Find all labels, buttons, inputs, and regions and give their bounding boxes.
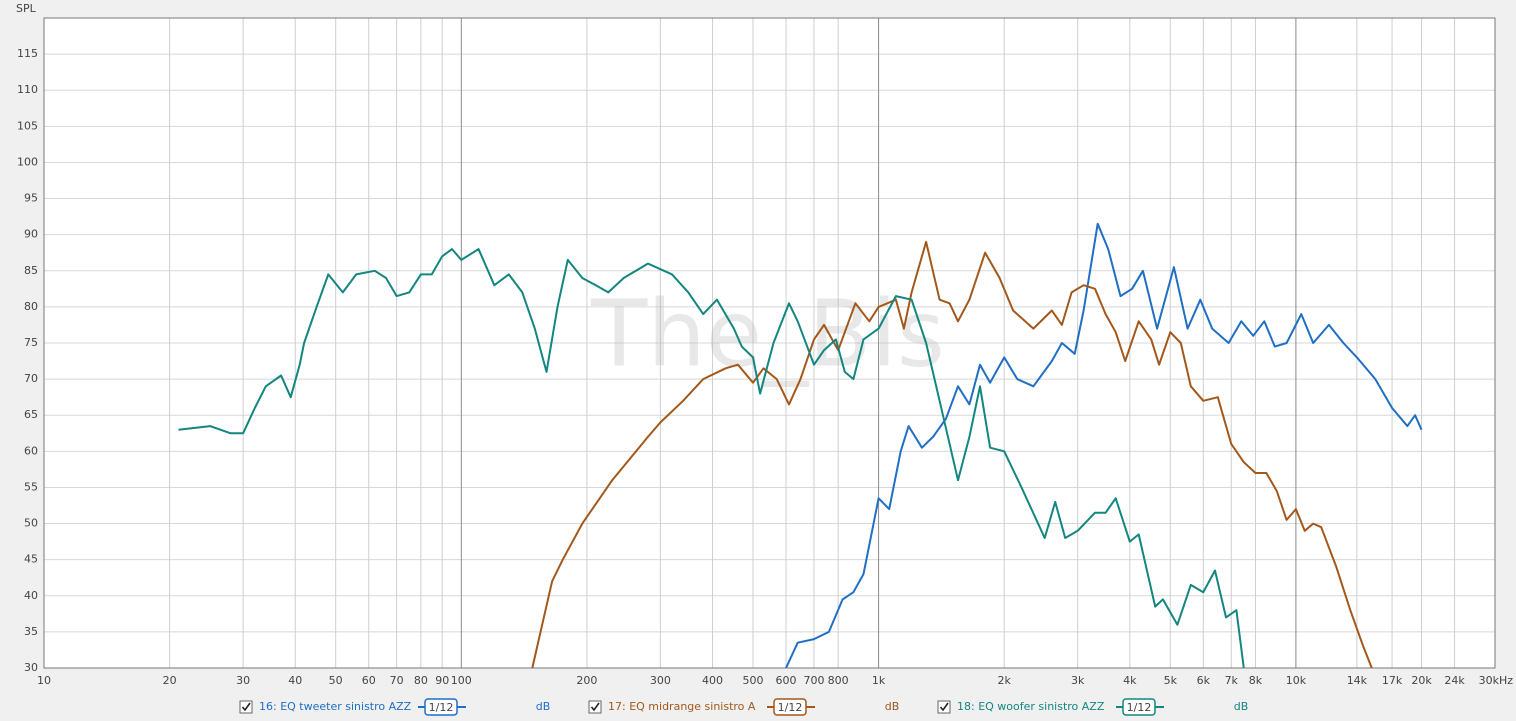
x-tick-label: 7k — [1225, 674, 1239, 687]
legend-smoothing: 1/12 — [429, 701, 454, 714]
legend-smoothing-box — [424, 698, 458, 716]
x-tick-label: 20 — [163, 674, 177, 687]
y-tick-label: 40 — [24, 589, 38, 602]
x-tick-label: 14k — [1347, 674, 1368, 687]
y-tick-label: 65 — [24, 408, 38, 421]
x-tick-label: 300 — [650, 674, 671, 687]
x-tick-label: 60 — [362, 674, 376, 687]
x-tick-label: 80 — [414, 674, 428, 687]
x-tick-label: 20k — [1411, 674, 1432, 687]
legend-checkmark — [241, 702, 251, 712]
y-tick-label: 50 — [24, 517, 38, 530]
legend-checkbox[interactable] — [239, 700, 253, 714]
plot-border — [43, 17, 1496, 669]
x-tick-label: 17k — [1382, 674, 1403, 687]
series-line — [178, 248, 1245, 668]
y-tick-label: 115 — [17, 47, 38, 60]
x-tick-label: 6k — [1197, 674, 1211, 687]
y-tick-label: 100 — [17, 155, 38, 168]
y-tick-label: 30 — [24, 661, 38, 674]
legend-smoothing-box — [1122, 698, 1156, 716]
series-line — [531, 240, 1373, 668]
y-axis-label: SPL — [16, 2, 37, 15]
x-tick-label: 30 — [236, 674, 250, 687]
x-tick-label: 200 — [576, 674, 597, 687]
y-tick-label: 95 — [24, 192, 38, 205]
legend-label: 17: EQ midrange sinistro A — [608, 700, 756, 713]
legend-smoothing: 1/12 — [1127, 701, 1152, 714]
x-tick-label: 400 — [702, 674, 723, 687]
x-tick-label: 24k — [1444, 674, 1465, 687]
y-tick-label: 60 — [24, 444, 38, 457]
legend-unit: dB — [885, 700, 900, 713]
y-tick-label: 80 — [24, 300, 38, 313]
y-tick-label: 75 — [24, 336, 38, 349]
x-tick-label: 90 — [435, 674, 449, 687]
x-tick-label: 500 — [742, 674, 763, 687]
legend-unit: dB — [536, 700, 551, 713]
legend-checkmark — [939, 702, 949, 712]
y-tick-label: 55 — [24, 480, 38, 493]
x-tick-label: 40 — [288, 674, 302, 687]
legend-smoothing: 1/12 — [778, 701, 803, 714]
y-tick-label: 35 — [24, 625, 38, 638]
x-tick-label: 10 — [37, 674, 51, 687]
y-tick-label: 70 — [24, 372, 38, 385]
x-tick-label: 70 — [390, 674, 404, 687]
x-tick-label: 8k — [1249, 674, 1263, 687]
x-tick-label: 800 — [828, 674, 849, 687]
series-line — [785, 222, 1423, 668]
legend-checkmark — [590, 702, 600, 712]
x-tick-label: 700 — [803, 674, 824, 687]
x-tick-label: 50 — [329, 674, 343, 687]
x-tick-label: 4k — [1123, 674, 1137, 687]
x-tick-label: 3k — [1071, 674, 1085, 687]
legend-label: 16: EQ tweeter sinistro AZZ — [259, 700, 412, 713]
x-tick-label: 1k — [872, 674, 886, 687]
y-tick-label: 105 — [17, 119, 38, 132]
x-tick-label: 30kHz — [1479, 674, 1514, 687]
x-tick-label: 5k — [1164, 674, 1178, 687]
legend-unit: dB — [1234, 700, 1249, 713]
y-tick-label: 90 — [24, 228, 38, 241]
legend-label: 18: EQ woofer sinistro AZZ — [957, 700, 1105, 713]
legend-smoothing-box — [773, 698, 807, 716]
legend-checkbox[interactable] — [937, 700, 951, 714]
legend-checkbox[interactable] — [588, 700, 602, 714]
x-tick-label: 100 — [451, 674, 472, 687]
y-tick-label: 110 — [17, 83, 38, 96]
x-tick-label: 600 — [776, 674, 797, 687]
y-tick-label: 45 — [24, 553, 38, 566]
x-tick-label: 2k — [998, 674, 1012, 687]
x-tick-label: 10k — [1286, 674, 1307, 687]
y-tick-label: 85 — [24, 264, 38, 277]
